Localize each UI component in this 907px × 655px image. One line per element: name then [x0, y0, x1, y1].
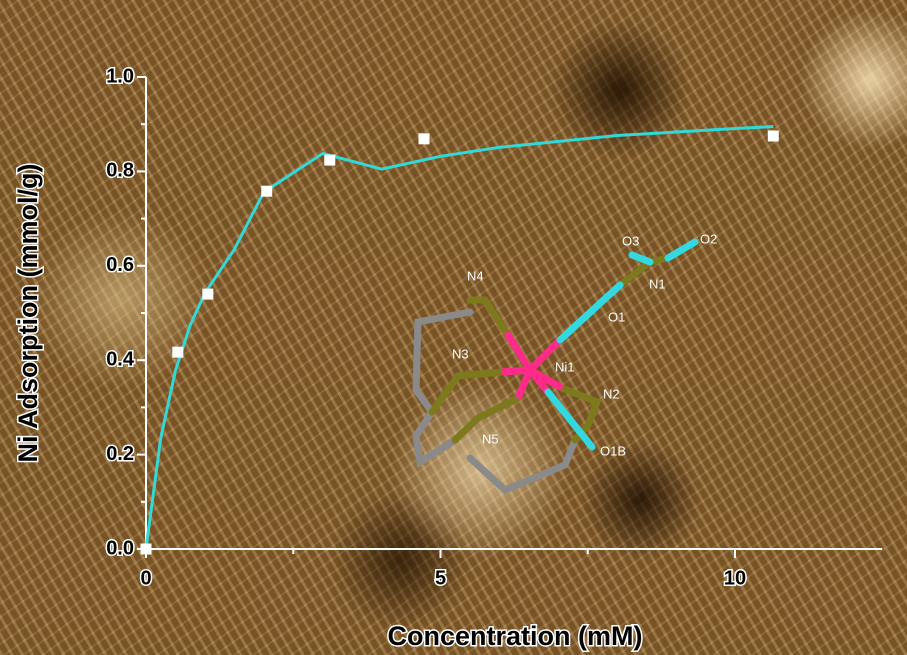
atom-label: N5	[482, 431, 499, 446]
x-tick-label: 0	[140, 567, 151, 589]
data-point	[324, 155, 335, 166]
x-axis-title: Concentration (mM)	[388, 621, 643, 651]
atom-label: N4	[467, 268, 484, 283]
page: {"chart_data": {"type": "scatter", "xlab…	[0, 0, 907, 655]
data-point	[141, 544, 152, 555]
bond	[668, 242, 695, 258]
atom-label: O1B	[600, 443, 626, 458]
bond	[416, 312, 470, 462]
bond	[502, 335, 562, 398]
atom-label: O3	[622, 233, 639, 248]
y-tick-label: 0.8	[106, 160, 134, 182]
atom-label: Ni1	[555, 359, 575, 374]
data-point	[261, 186, 272, 197]
bond	[470, 440, 575, 490]
y-tick-label: 0.2	[106, 443, 134, 465]
atom-label: O2	[700, 231, 717, 246]
data-point	[202, 289, 213, 300]
data-point	[419, 133, 430, 144]
atom-label: O1	[608, 309, 625, 324]
x-tick-label: 5	[435, 567, 446, 589]
atom-label: N3	[452, 346, 469, 361]
bond	[632, 255, 650, 262]
atom-label: N2	[603, 386, 620, 401]
data-point	[768, 131, 779, 142]
fit-line	[146, 127, 773, 549]
molecule: O3 O2 N4 N1 O1 N3 Ni1 N2 N5 O1B	[416, 231, 717, 490]
y-tick-label: 0.6	[106, 254, 134, 276]
y-tick-label: 0.4	[106, 348, 135, 370]
bond	[432, 372, 502, 412]
atom-label: N1	[649, 276, 666, 291]
chart: O3 O2 N4 N1 O1 N3 Ni1 N2 N5 O1B Concentr…	[0, 0, 907, 655]
y-axis-title: Ni Adsorption (mmol/g)	[13, 164, 43, 463]
y-tick-label: 1.0	[106, 65, 134, 87]
x-tick-label: 10	[724, 567, 746, 589]
y-tick-label: 0.0	[106, 537, 134, 559]
bond	[470, 300, 508, 335]
data-point	[172, 347, 183, 358]
